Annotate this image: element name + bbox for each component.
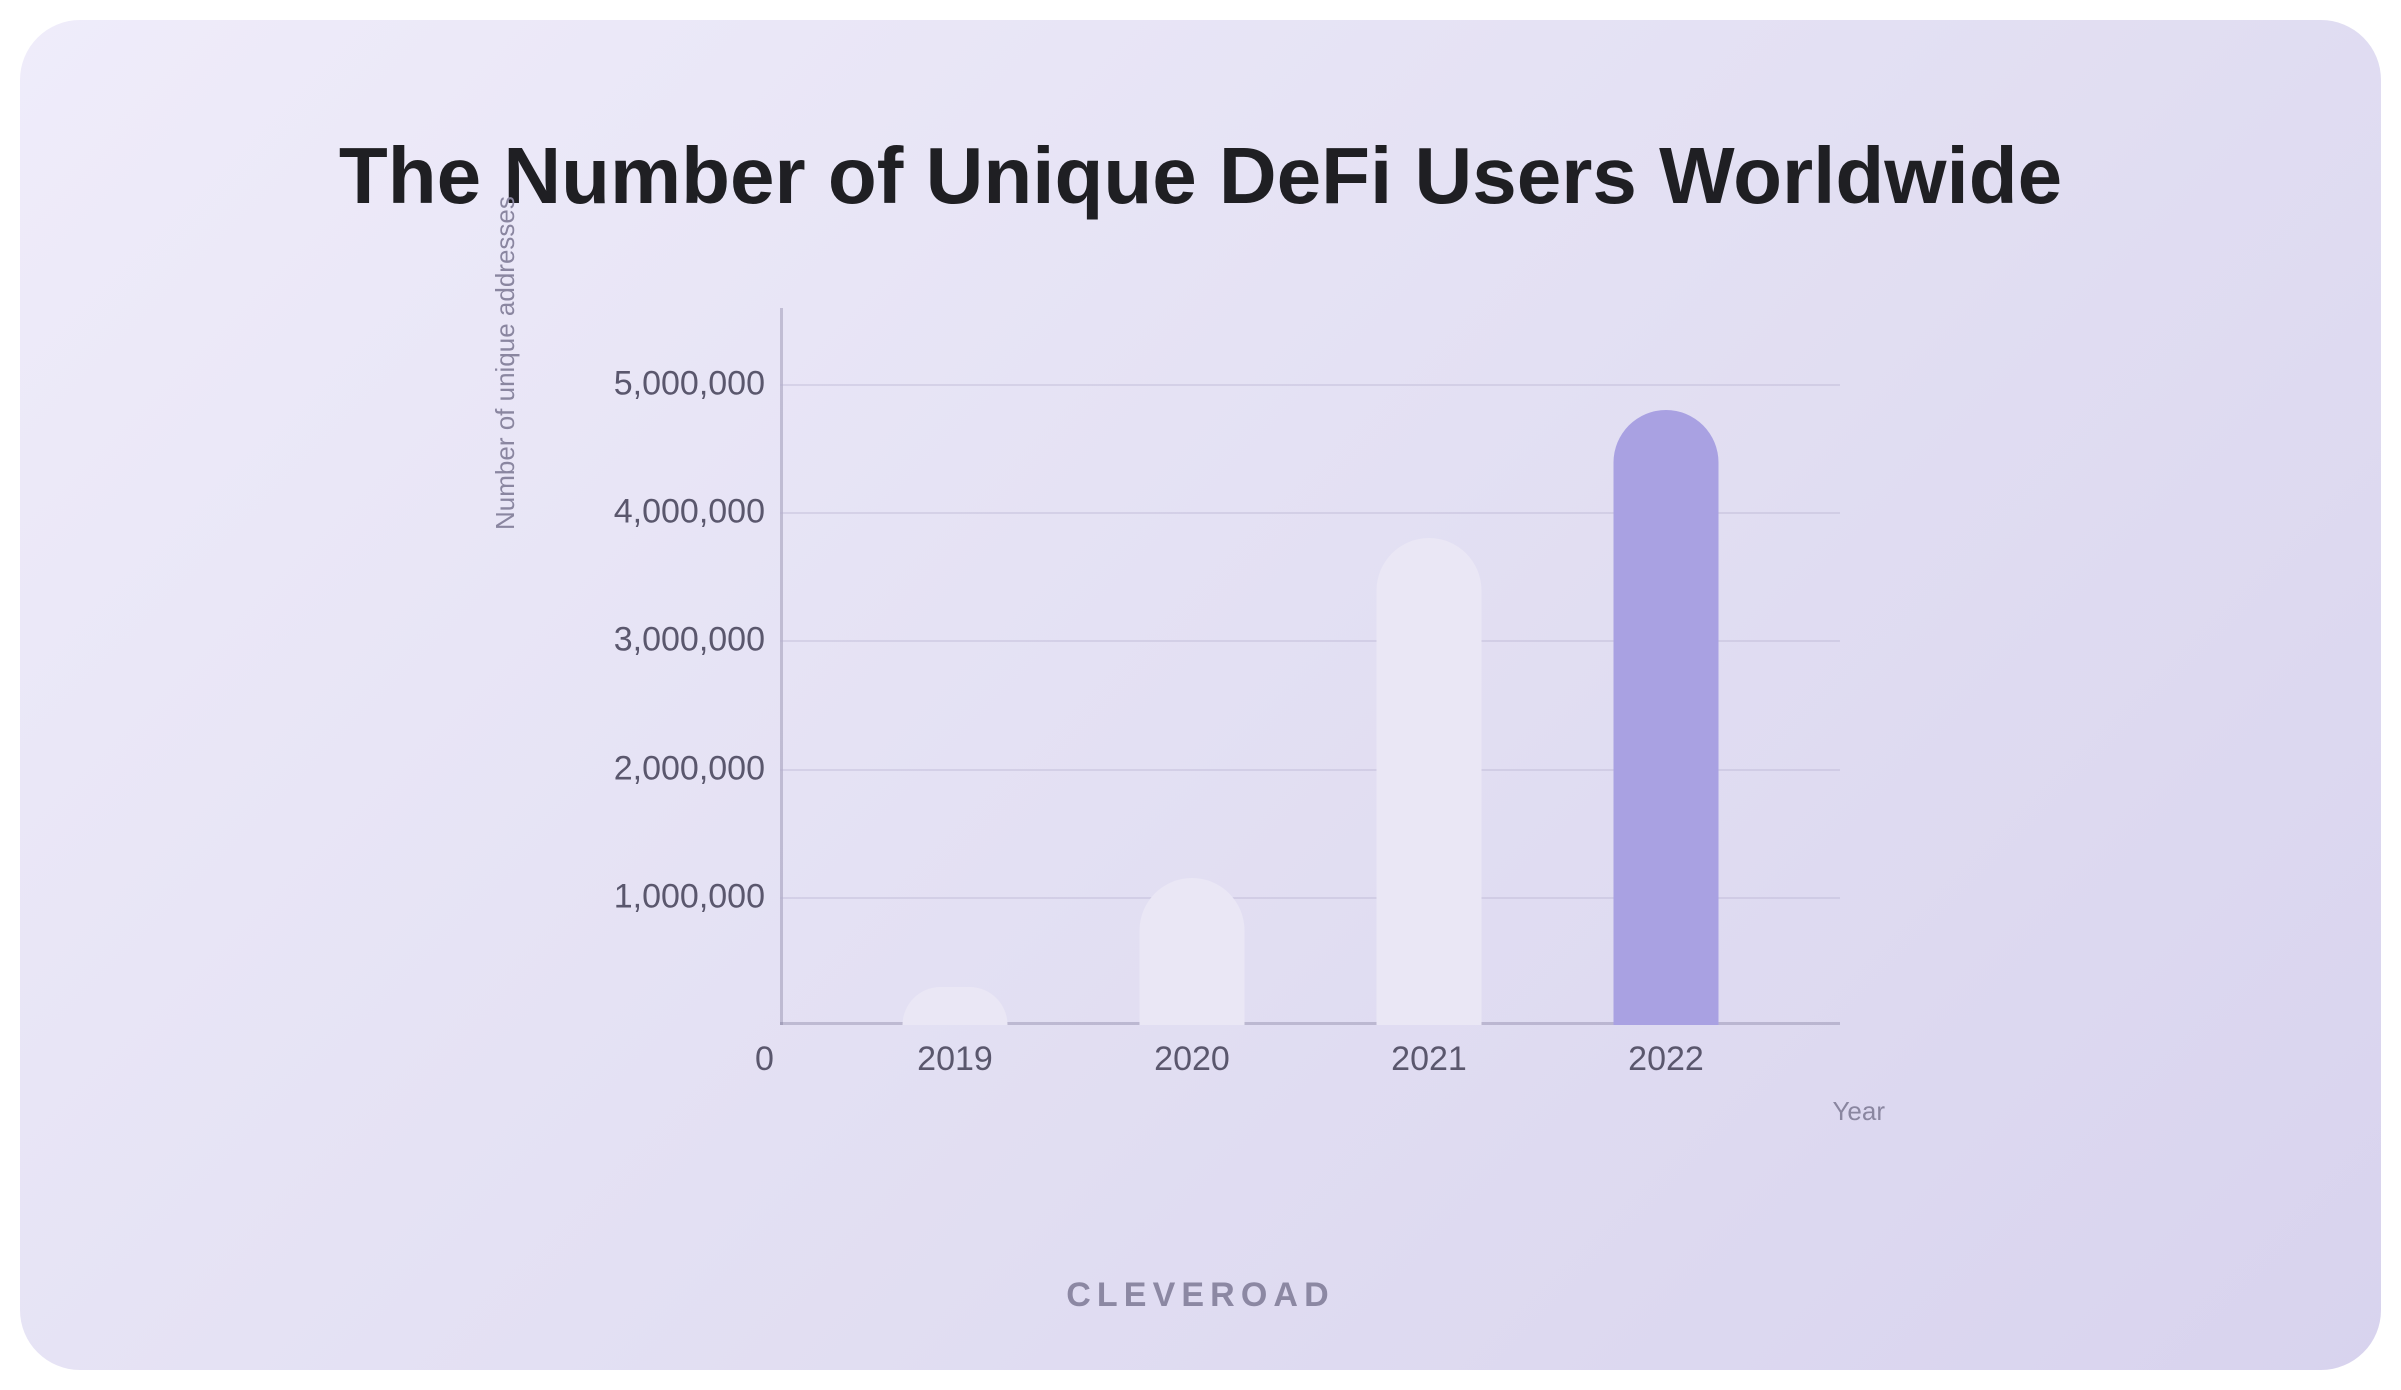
grid-line bbox=[780, 384, 1840, 386]
bar-2019 bbox=[903, 987, 1008, 1025]
x-tick-label: 2020 bbox=[1154, 1040, 1230, 1079]
y-tick-label: 3,000,000 bbox=[565, 621, 765, 660]
chart-title: The Number of Unique DeFi Users Worldwid… bbox=[20, 130, 2381, 222]
x-axis-label: Year bbox=[1832, 1096, 1885, 1127]
bar-2021 bbox=[1377, 538, 1482, 1025]
origin-label: 0 bbox=[755, 1040, 774, 1079]
bar-2022 bbox=[1614, 410, 1719, 1025]
chart-area: Number of unique addresses Year 0 1,000,… bbox=[505, 320, 1925, 1140]
y-tick-label: 4,000,000 bbox=[565, 493, 765, 532]
x-tick-label: 2022 bbox=[1628, 1040, 1704, 1079]
brand-label: CLEVEROAD bbox=[20, 1276, 2381, 1315]
y-tick-label: 1,000,000 bbox=[565, 877, 765, 916]
y-tick-label: 5,000,000 bbox=[565, 365, 765, 404]
y-axis-label: Number of unique addresses bbox=[490, 196, 521, 530]
chart-card: The Number of Unique DeFi Users Worldwid… bbox=[20, 20, 2381, 1370]
y-tick-label: 2,000,000 bbox=[565, 749, 765, 788]
plot-area: 1,000,0002,000,0003,000,0004,000,0005,00… bbox=[780, 320, 1840, 1025]
bar-2020 bbox=[1140, 878, 1245, 1025]
x-tick-label: 2019 bbox=[917, 1040, 993, 1079]
x-tick-label: 2021 bbox=[1391, 1040, 1467, 1079]
y-axis-line bbox=[780, 308, 783, 1025]
